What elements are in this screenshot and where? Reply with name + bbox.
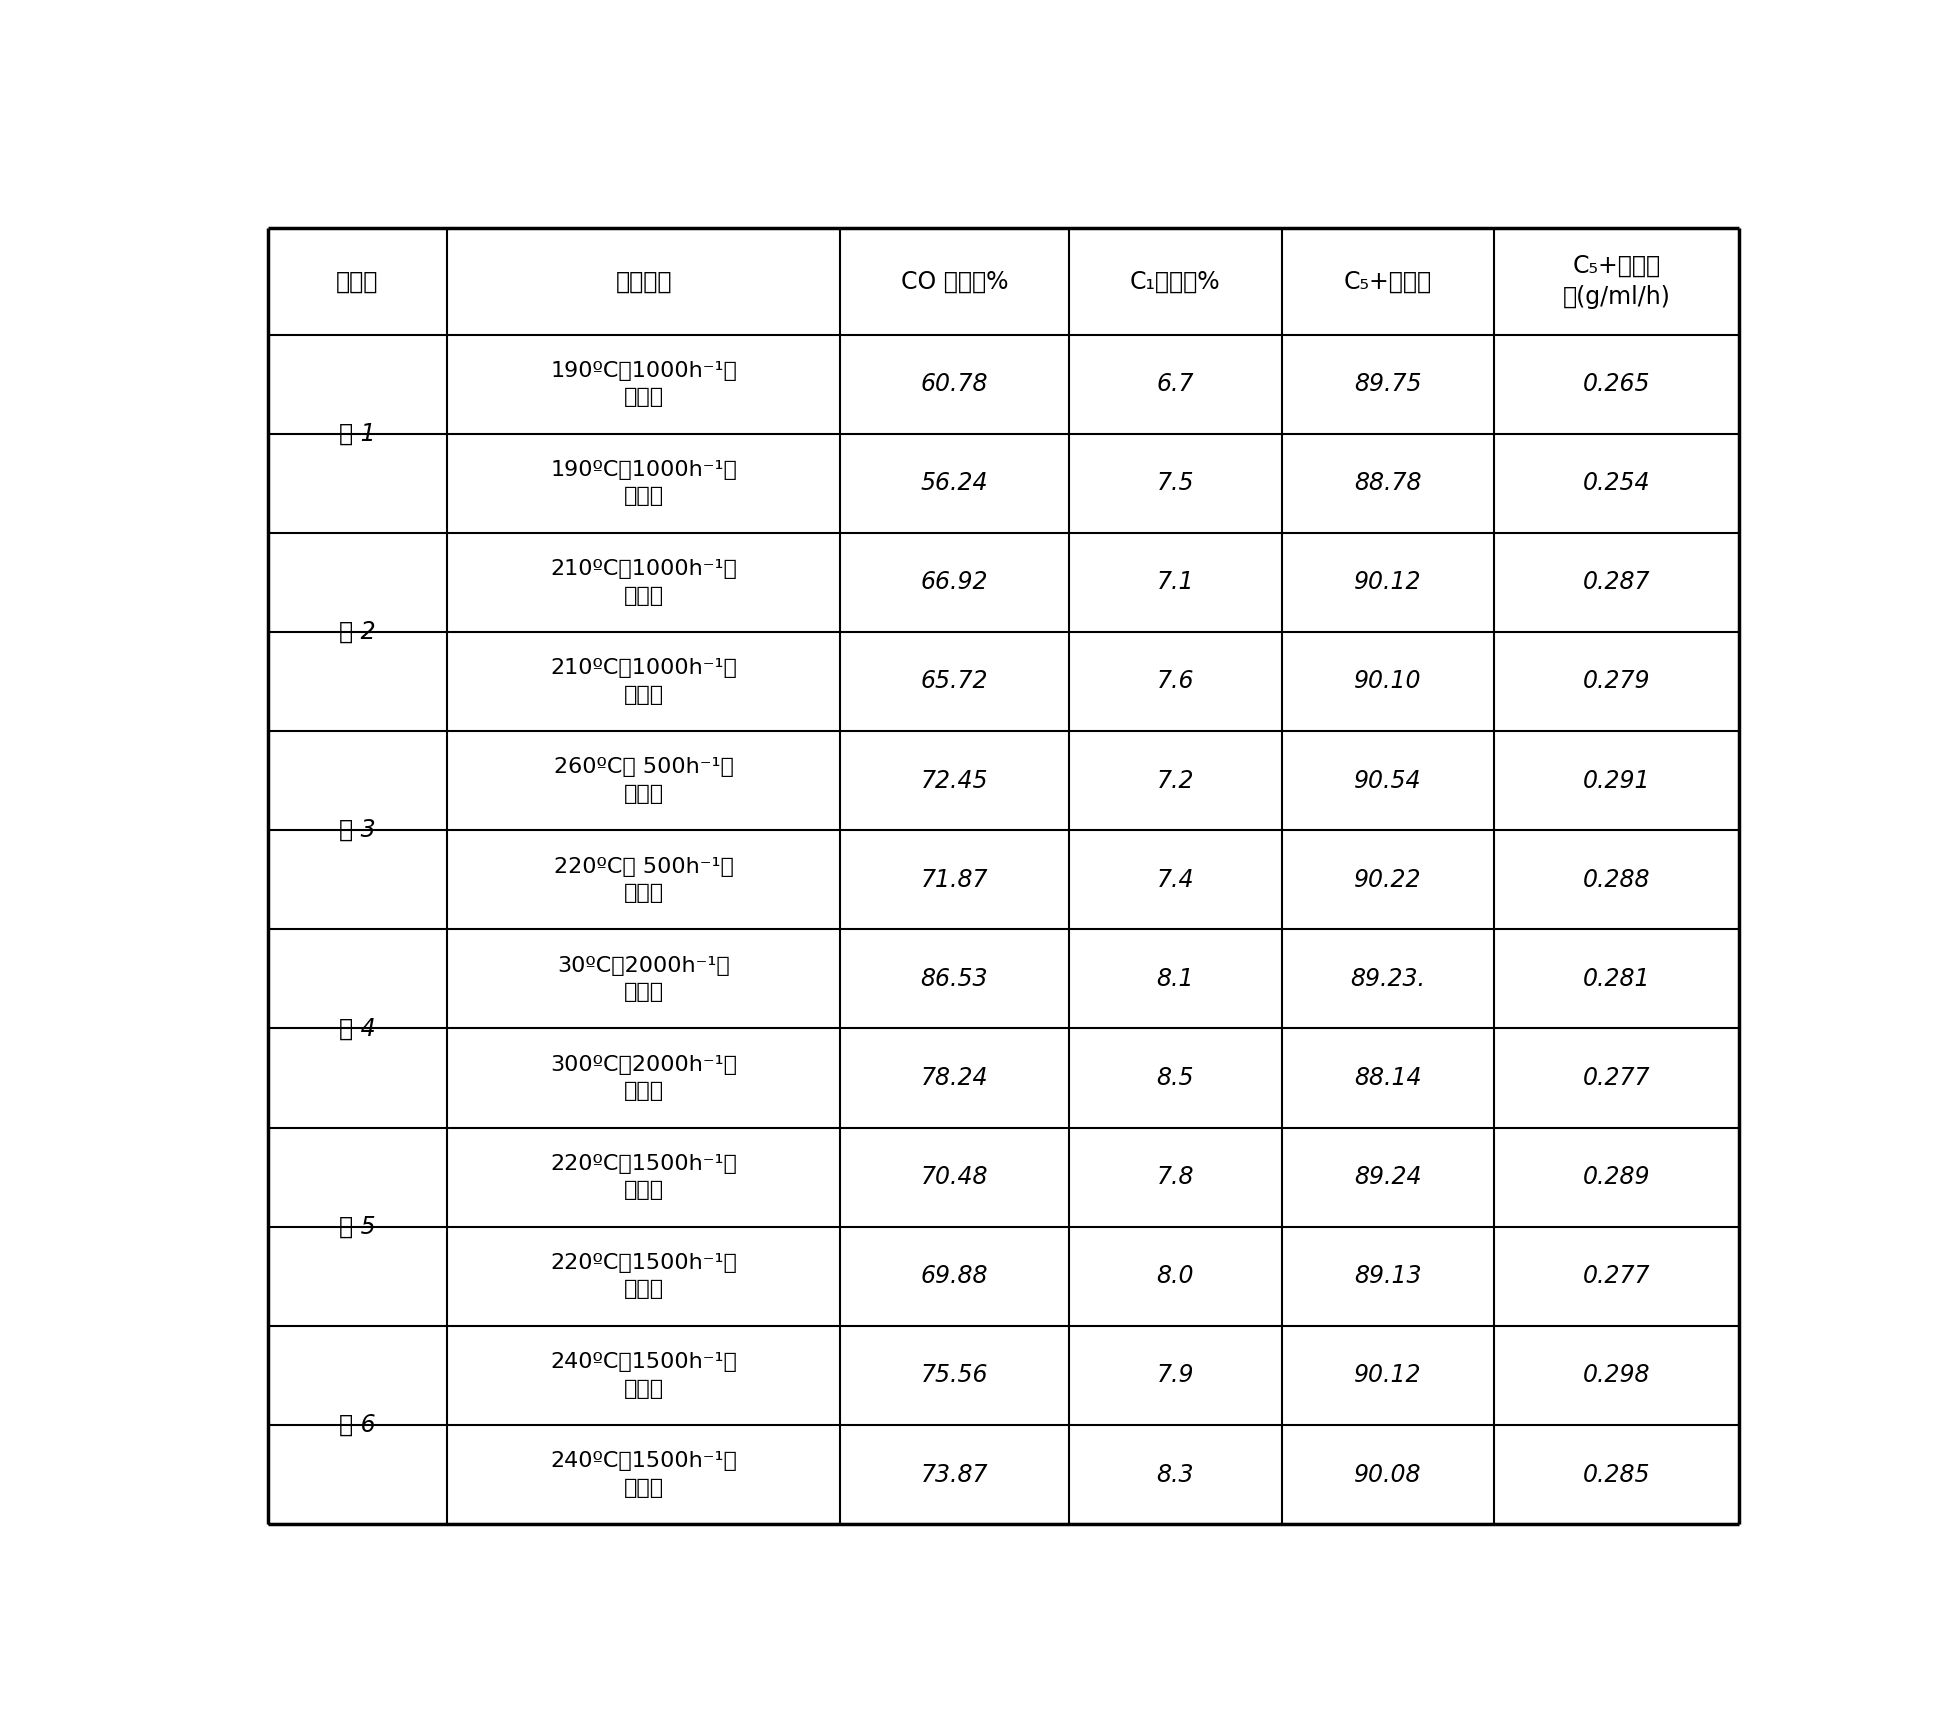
Text: 8.5: 8.5 [1157, 1065, 1194, 1090]
Text: 89.24: 89.24 [1354, 1166, 1421, 1188]
Text: 69.88: 69.88 [920, 1265, 988, 1289]
Text: 7.6: 7.6 [1157, 670, 1194, 694]
Text: 220ºC，1500h⁻¹，
固定床: 220ºC，1500h⁻¹， 固定床 [550, 1154, 736, 1201]
Text: 0.281: 0.281 [1581, 966, 1650, 991]
Text: C₅+时空产
率(g/ml/h): C₅+时空产 率(g/ml/h) [1562, 253, 1669, 309]
Text: 90.12: 90.12 [1354, 1364, 1421, 1388]
Text: 0.277: 0.277 [1581, 1065, 1650, 1090]
Text: 90.54: 90.54 [1354, 769, 1421, 793]
Text: 7.1: 7.1 [1157, 571, 1194, 595]
Text: 56.24: 56.24 [920, 472, 988, 494]
Text: 例 3: 例 3 [339, 819, 376, 841]
Text: 7.2: 7.2 [1157, 769, 1194, 793]
Text: 72.45: 72.45 [920, 769, 988, 793]
Text: 0.288: 0.288 [1581, 868, 1650, 892]
Text: 8.1: 8.1 [1157, 966, 1194, 991]
Text: 0.279: 0.279 [1581, 670, 1650, 694]
Text: 例 1: 例 1 [339, 422, 376, 446]
Text: 89.13: 89.13 [1354, 1265, 1421, 1289]
Text: 8.3: 8.3 [1157, 1463, 1194, 1487]
Text: 240ºC，1500h⁻¹，
固定床: 240ºC，1500h⁻¹， 固定床 [550, 1352, 736, 1398]
Text: 65.72: 65.72 [920, 670, 988, 694]
Text: 260ºC， 500h⁻¹，
固定床: 260ºC， 500h⁻¹， 固定床 [554, 758, 734, 803]
Text: 7.9: 7.9 [1157, 1364, 1194, 1388]
Text: 220ºC， 500h⁻¹，
浆态床: 220ºC， 500h⁻¹， 浆态床 [554, 857, 734, 902]
Text: 240ºC，1500h⁻¹，
浆态床: 240ºC，1500h⁻¹， 浆态床 [550, 1452, 736, 1497]
Text: 0.298: 0.298 [1581, 1364, 1650, 1388]
Text: 7.5: 7.5 [1157, 472, 1194, 494]
Text: 78.24: 78.24 [920, 1065, 988, 1090]
Text: 例 6: 例 6 [339, 1412, 376, 1437]
Text: 88.78: 88.78 [1354, 472, 1421, 494]
Text: 300ºC，2000h⁻¹，
浆态床: 300ºC，2000h⁻¹， 浆态床 [550, 1055, 736, 1102]
Text: 8.0: 8.0 [1157, 1265, 1194, 1289]
Text: 220ºC，1500h⁻¹，
浆态床: 220ºC，1500h⁻¹， 浆态床 [550, 1253, 736, 1300]
Text: 0.291: 0.291 [1581, 769, 1650, 793]
Text: 66.92: 66.92 [920, 571, 988, 595]
Text: 90.10: 90.10 [1354, 670, 1421, 694]
Text: 例 2: 例 2 [339, 619, 376, 644]
Text: 86.53: 86.53 [920, 966, 988, 991]
Text: 70.48: 70.48 [920, 1166, 988, 1188]
Text: 0.254: 0.254 [1581, 472, 1650, 494]
Text: 例 5: 例 5 [339, 1214, 376, 1239]
Text: C₅+选择性: C₅+选择性 [1343, 269, 1431, 293]
Text: C₁选择性%: C₁选择性% [1129, 269, 1219, 293]
Text: 210ºC，1000h⁻¹，
固定床: 210ºC，1000h⁻¹， 固定床 [550, 559, 736, 606]
Text: 88.14: 88.14 [1354, 1065, 1421, 1090]
Text: CO 转化率%: CO 转化率% [900, 269, 1008, 293]
Text: 0.289: 0.289 [1581, 1166, 1650, 1188]
Text: 190ºC，1000h⁻¹，
固定床: 190ºC，1000h⁻¹， 固定床 [550, 361, 736, 408]
Text: 7.4: 7.4 [1157, 868, 1194, 892]
Text: 90.12: 90.12 [1354, 571, 1421, 595]
Text: 0.287: 0.287 [1581, 571, 1650, 595]
Text: 例 4: 例 4 [339, 1017, 376, 1041]
Text: 89.75: 89.75 [1354, 371, 1421, 396]
Text: 0.285: 0.285 [1581, 1463, 1650, 1487]
Text: 0.277: 0.277 [1581, 1265, 1650, 1289]
Text: 6.7: 6.7 [1157, 371, 1194, 396]
Text: 60.78: 60.78 [920, 371, 988, 396]
Text: 90.22: 90.22 [1354, 868, 1421, 892]
Text: 75.56: 75.56 [920, 1364, 988, 1388]
Text: 30ºC，2000h⁻¹，
固定床: 30ºC，2000h⁻¹， 固定床 [558, 956, 730, 1003]
Text: 90.08: 90.08 [1354, 1463, 1421, 1487]
Text: 0.265: 0.265 [1581, 371, 1650, 396]
Text: 73.87: 73.87 [920, 1463, 988, 1487]
Text: 7.8: 7.8 [1157, 1166, 1194, 1188]
Text: 反应条件: 反应条件 [614, 269, 671, 293]
Text: 催化剂: 催化剂 [337, 269, 378, 293]
Text: 89.23.: 89.23. [1350, 966, 1425, 991]
Text: 190ºC，1000h⁻¹，
浆态床: 190ºC，1000h⁻¹， 浆态床 [550, 460, 736, 507]
Text: 210ºC，1000h⁻¹，
浆态床: 210ºC，1000h⁻¹， 浆态床 [550, 658, 736, 704]
Text: 71.87: 71.87 [920, 868, 988, 892]
